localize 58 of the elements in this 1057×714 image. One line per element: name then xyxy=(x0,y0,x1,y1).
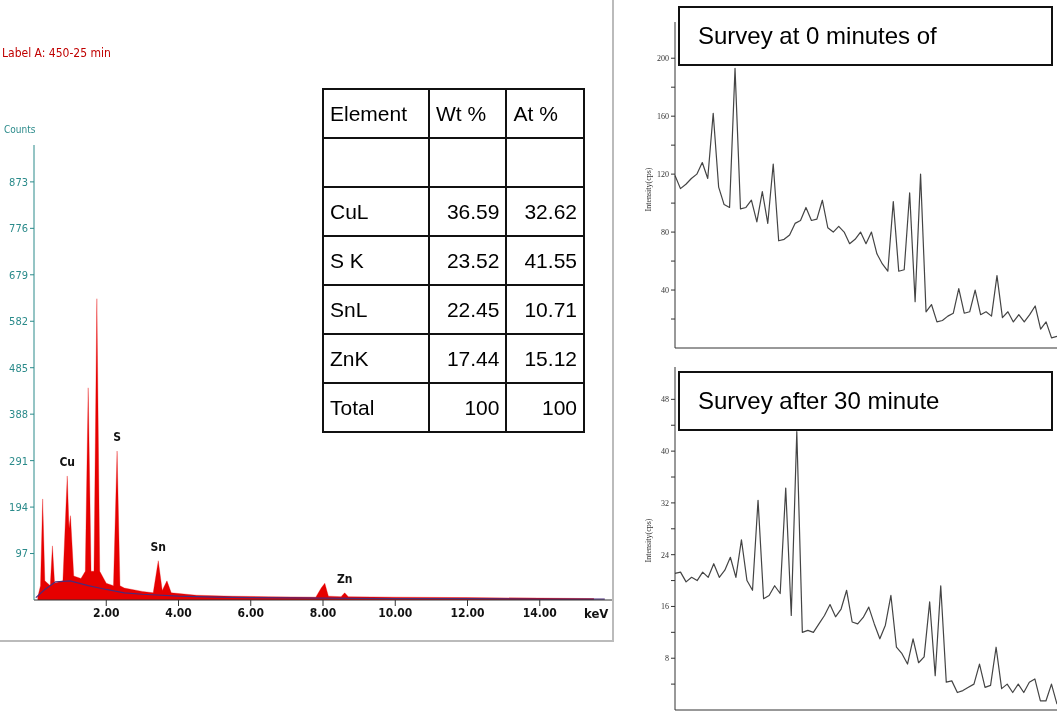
text: Element xyxy=(323,89,429,138)
y-tick-label: 160 xyxy=(657,112,669,122)
y-axis-title: Intensity(cps) xyxy=(643,518,653,563)
y-tick-label: 582 xyxy=(9,315,28,329)
data-label: 36.59 xyxy=(429,187,507,236)
data-label: 32.62 xyxy=(506,187,584,236)
annotation: Sn xyxy=(150,539,166,554)
line-series xyxy=(674,67,1057,339)
y-tick-label: 48 xyxy=(661,395,669,405)
y-tick-label: 120 xyxy=(657,169,669,179)
text: Survey after 30 minute xyxy=(678,371,1053,431)
x-tick-label: 10.00 xyxy=(378,605,413,620)
x-axis-title: keV xyxy=(584,606,609,621)
y-tick-label: 8 xyxy=(665,654,669,664)
data-label: 23.52 xyxy=(429,236,507,285)
y-tick-label: 200 xyxy=(657,54,669,64)
y-axis-title: Intensity(cps) xyxy=(643,167,653,211)
data-label: 15.12 xyxy=(506,334,584,383)
data-label: 22.45 xyxy=(429,285,507,334)
data-label: 100 xyxy=(506,383,584,432)
y-tick-label: 291 xyxy=(9,454,28,468)
x-tick-label: 2.00 xyxy=(92,605,120,620)
data-label: 10.71 xyxy=(506,285,584,334)
y-tick-label: 16 xyxy=(661,602,669,612)
x-tick-label: 6.00 xyxy=(237,605,265,620)
x-tick-label: 14.00 xyxy=(522,605,557,620)
y-tick-label: 32 xyxy=(661,498,669,508)
annotation: Cu xyxy=(59,454,76,469)
series-label: Wt % xyxy=(429,89,507,138)
x-tick-label: 4.00 xyxy=(165,605,192,620)
y-tick-label: 388 xyxy=(9,408,28,422)
data-label: 41.55 xyxy=(506,236,584,285)
y-tick-label: 97 xyxy=(15,547,28,561)
category-label: ZnK xyxy=(323,334,429,383)
annotation: Zn xyxy=(336,571,353,586)
line-series xyxy=(674,431,1057,705)
annotation: S xyxy=(113,430,121,445)
y-tick-label: 485 xyxy=(9,361,28,375)
y-tick-label: 873 xyxy=(9,175,28,189)
y-tick-label: 40 xyxy=(661,446,669,456)
chart-title: Survey at 0 minutes of xyxy=(678,6,1053,66)
x-tick-label: 8.00 xyxy=(309,605,337,620)
y-tick-label: 24 xyxy=(661,550,669,560)
data-label: 17.44 xyxy=(429,334,507,383)
y-tick-label: 40 xyxy=(661,285,669,295)
category-label: CuL xyxy=(323,187,429,236)
y-tick-label: 679 xyxy=(9,268,28,282)
category-label: S K xyxy=(323,236,429,285)
x-tick-label: 12.00 xyxy=(450,605,485,620)
category-label: SnL xyxy=(323,285,429,334)
category-label: Total xyxy=(323,383,429,432)
data-label: 100 xyxy=(429,383,507,432)
chart-title: Label A: 450-25 min xyxy=(2,46,111,60)
y-axis-title: Counts xyxy=(4,124,36,135)
legend-label: At % xyxy=(506,89,584,138)
y-tick-label: 776 xyxy=(9,222,28,236)
y-tick-label: 194 xyxy=(9,500,28,514)
y-tick-label: 80 xyxy=(661,227,669,237)
